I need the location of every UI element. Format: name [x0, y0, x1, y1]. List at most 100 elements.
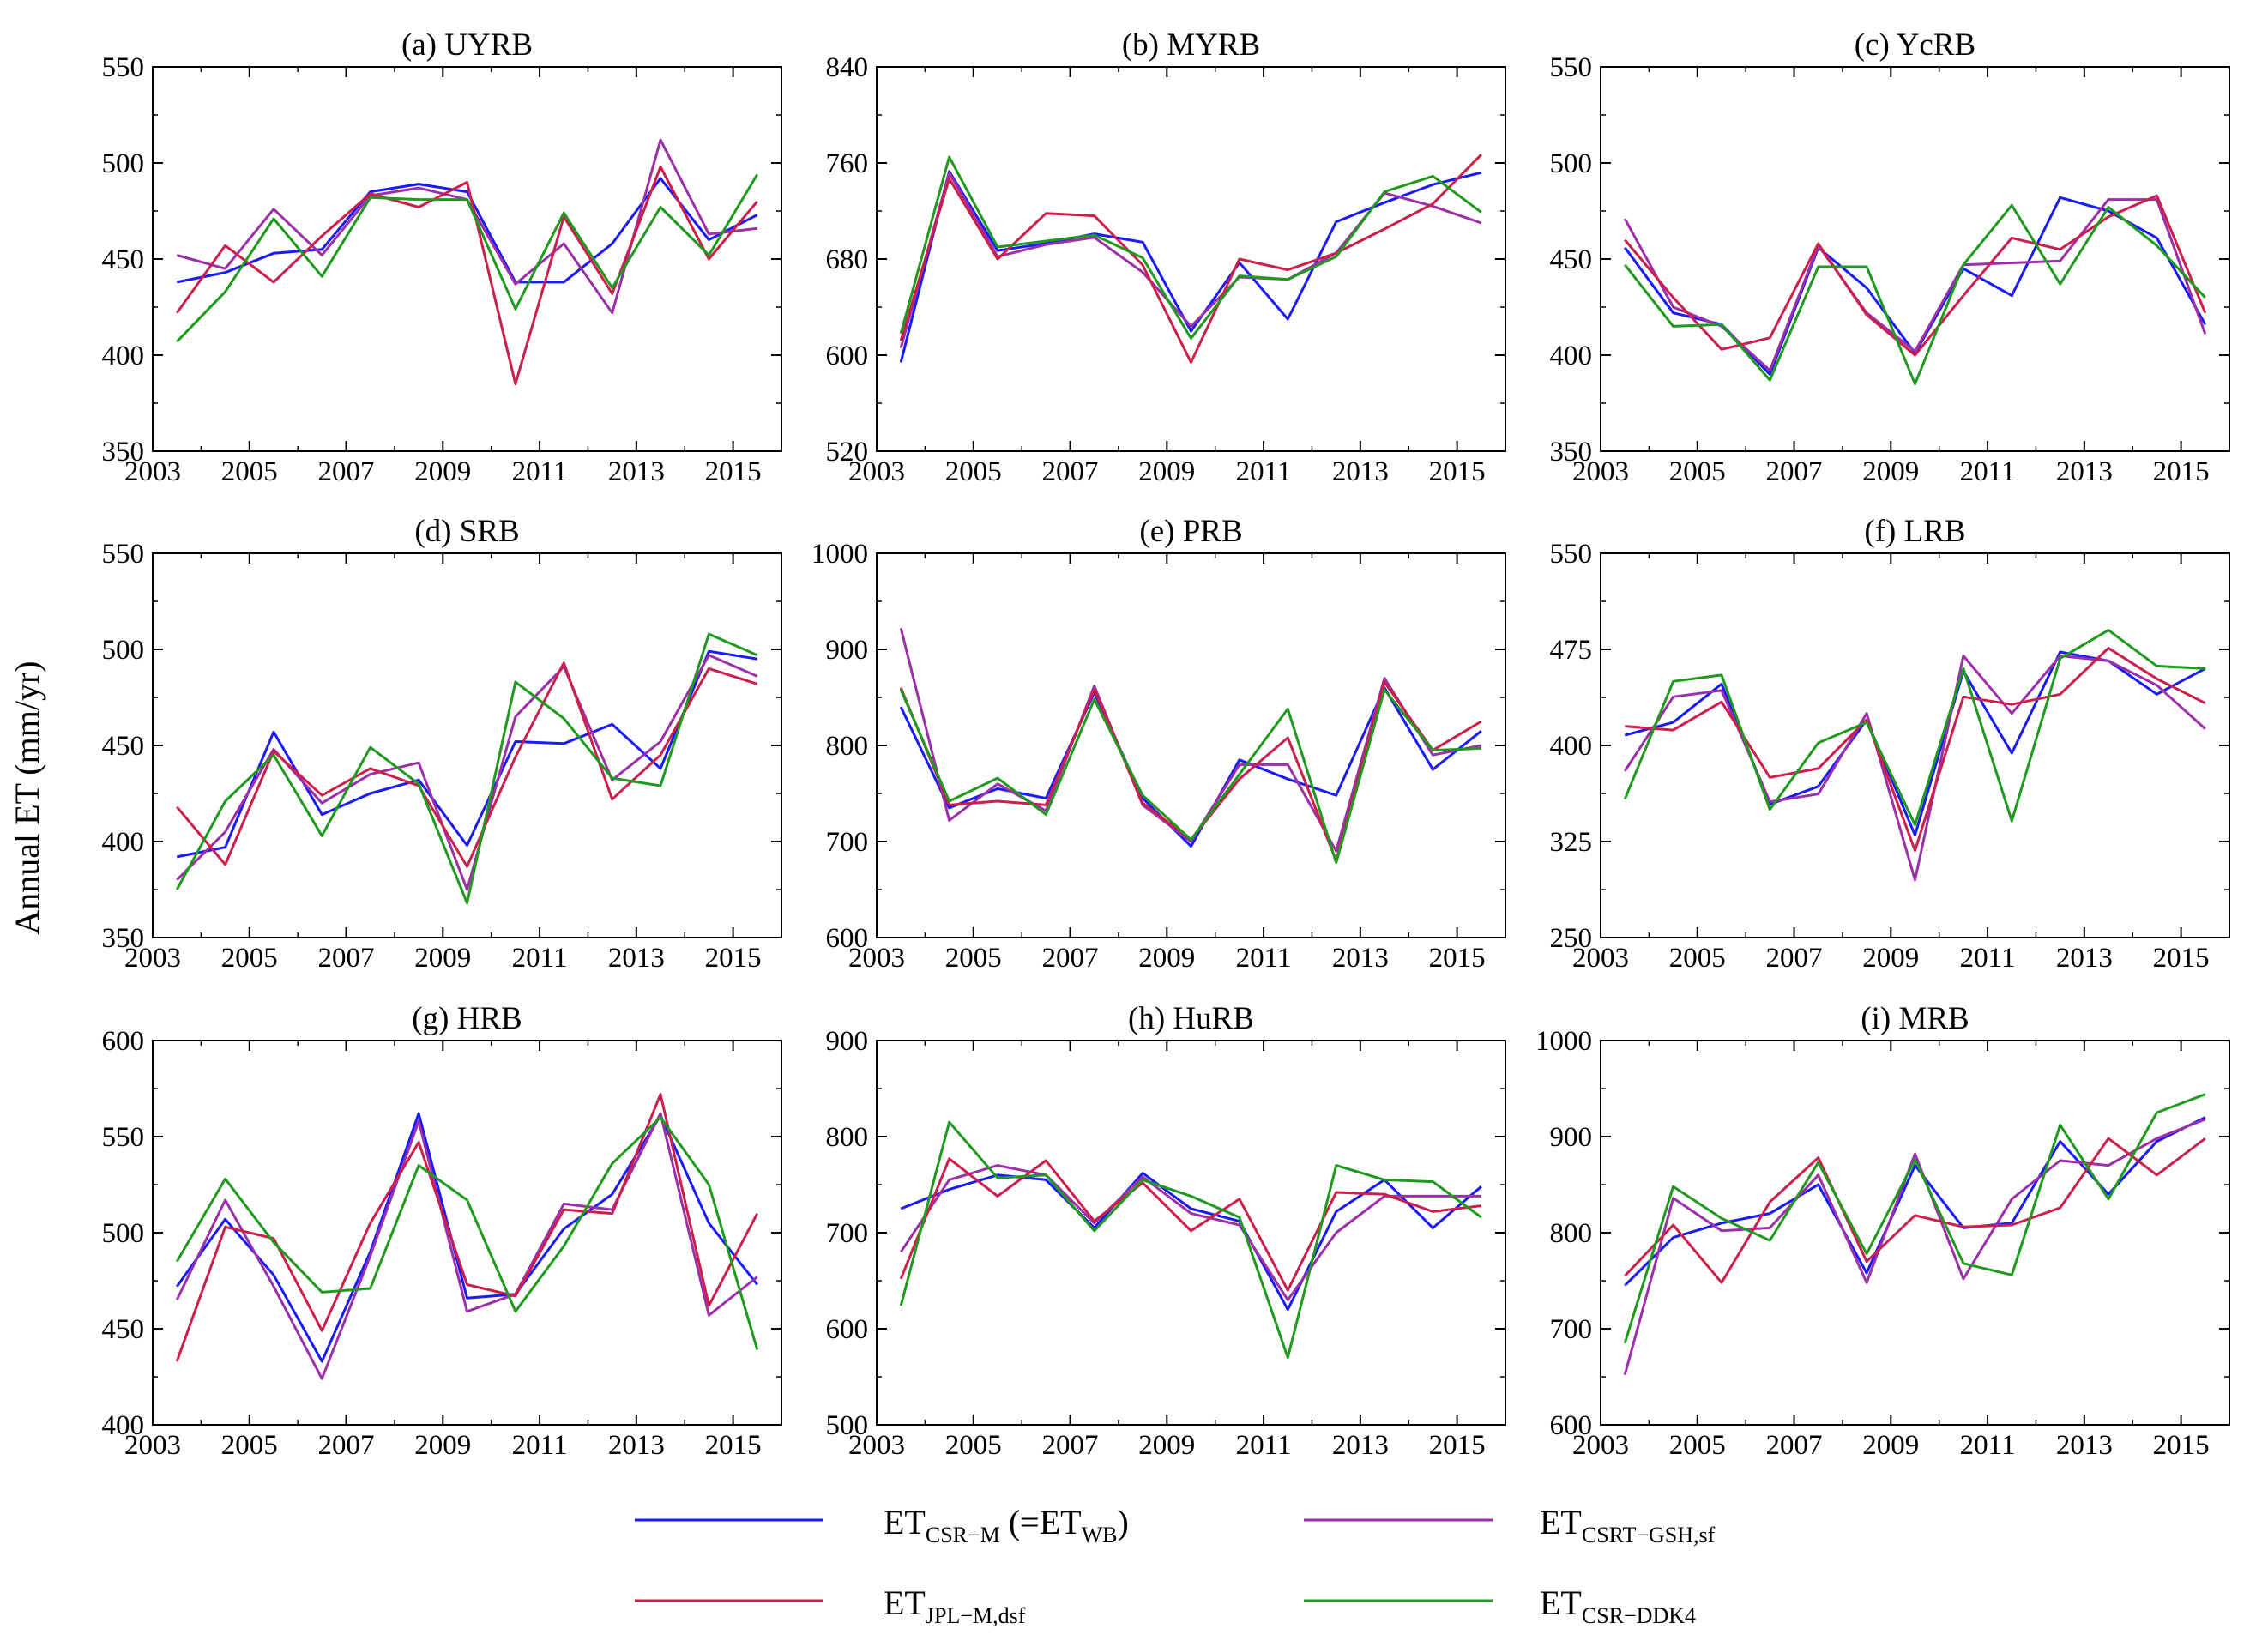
panel-f-lrb: (f) LRB 250 325 400 475 550 2003 2005 2007 2009 20… [1550, 514, 2230, 974]
y-tick-label: 900 [826, 635, 869, 666]
series-line-csr_m-e-prb [899, 686, 1482, 848]
series-line-ddk4-d-srb [175, 632, 758, 905]
y-tick-label: 600 [1550, 1410, 1593, 1441]
series-line-ddk4-g-hrb [175, 1116, 759, 1351]
y-tick-label: 800 [1550, 1218, 1593, 1249]
panel-e-prb: (e) PRB 600 700 800 900 1000 2003 2005 2007 2009 2… [811, 514, 1506, 974]
x-tick-label: 2007 [1042, 456, 1099, 487]
series-line-jpl-g-hrb [175, 1093, 759, 1362]
x-tick-label: 2007 [1766, 943, 1823, 974]
panel-g-hrb: (g) HRB 400 450 500 550 600 2003 2005 2007 2009 20… [102, 1001, 782, 1461]
panel-i-mrb: (i) MRB 600 700 800 900 1000 2003 2005 2007 2009 2… [1535, 1001, 2230, 1461]
y-tick-label: 760 [826, 148, 869, 179]
y-tick-label: 450 [102, 244, 145, 275]
x-tick-label: 2009 [414, 943, 471, 974]
y-tick-label: 500 [102, 1218, 145, 1249]
legend: ETCSR−M (=ETWB) ETCSRT−GSH,sf ETJPL−M,dsf E… [635, 1503, 1716, 1628]
x-tick-label: 2015 [2153, 1430, 2210, 1461]
x-tick-label: 2013 [1332, 1430, 1389, 1461]
y-tick-label: 800 [826, 731, 869, 762]
series-line-jpl-i-mrb [1624, 1137, 2206, 1284]
x-tick-label: 2003 [848, 943, 905, 974]
y-tick-label: 900 [826, 1026, 869, 1057]
series-line-csr_m-d-srb [176, 649, 758, 859]
x-tick-label: 2013 [1332, 456, 1389, 487]
series-line-csrt-i-mrb [1623, 1118, 2206, 1376]
y-tick-label: 840 [826, 52, 869, 83]
y-tick-label: 475 [1550, 635, 1593, 666]
y-tick-label: 550 [1550, 52, 1593, 83]
y-axis-label: Annual ET (mm/yr) [8, 661, 46, 934]
panel-a-uyrb: (a) UYRB 350 400 450 500 550 2003 2005 2007 2009 2… [102, 27, 782, 487]
y-tick-label: 550 [102, 539, 145, 570]
series-line-jpl-e-prb [899, 680, 1482, 862]
x-tick-label: 2005 [221, 456, 278, 487]
x-tick-label: 2013 [2056, 943, 2113, 974]
series-line-csrt-f-lrb [1623, 655, 2206, 882]
x-tick-label: 2015 [1429, 1430, 1486, 1461]
x-tick-label: 2003 [1572, 456, 1629, 487]
series-line-csrt-h-hurb [899, 1164, 1481, 1301]
series-line-csr_m-b-myrb [899, 170, 1482, 363]
y-tick-label: 700 [826, 827, 869, 858]
x-tick-label: 2009 [1862, 456, 1919, 487]
panel-b-myrb: (b) MYRB 520 600 680 760 840 2003 2005 2007 2009 2… [826, 27, 1506, 487]
y-tick-label: 250 [1550, 923, 1593, 954]
x-tick-label: 2015 [705, 943, 762, 974]
x-tick-label: 2015 [705, 456, 762, 487]
legend-label-ddk4: ETCSR−DDK4 [1540, 1584, 1696, 1628]
y-tick-label: 600 [826, 923, 869, 954]
series-line-csr_m-c-ycrb [1623, 196, 2207, 376]
plot-frame-e-prb [876, 552, 1506, 938]
series-line-csrt-e-prb [899, 628, 1482, 853]
panel-title-d-srb: (d) SRB [414, 514, 519, 549]
x-tick-label: 2007 [1042, 943, 1099, 974]
panel-h-hurb: (h) HuRB 500 600 700 800 900 2003 2005 2007 2009 2… [826, 1001, 1506, 1461]
series-line-jpl-c-ycrb [1624, 194, 2207, 357]
x-tick-label: 2003 [848, 1430, 905, 1461]
series-line-csrt-c-ycrb [1623, 198, 2207, 372]
x-tick-label: 2015 [2153, 456, 2210, 487]
y-tick-label: 700 [826, 1218, 869, 1249]
panel-title-b-myrb: (b) MYRB [1122, 27, 1260, 63]
y-tick-label: 450 [102, 1314, 145, 1345]
series-line-csr_m-h-hurb [900, 1172, 1482, 1312]
panel-title-h-hurb: (h) HuRB [1128, 1001, 1254, 1036]
y-tick-label: 400 [102, 1410, 145, 1441]
x-tick-label: 2009 [1862, 943, 1919, 974]
x-tick-label: 2013 [608, 943, 665, 974]
x-tick-label: 2007 [1766, 1430, 1823, 1461]
y-tick-label: 500 [102, 148, 145, 179]
x-tick-label: 2005 [1669, 1430, 1726, 1461]
x-tick-label: 2015 [1429, 943, 1486, 974]
x-tick-label: 2005 [945, 456, 1002, 487]
y-tick-label: 350 [102, 923, 145, 954]
x-tick-label: 2007 [318, 1430, 375, 1461]
x-tick-label: 2007 [1766, 456, 1823, 487]
x-tick-label: 2005 [221, 1430, 278, 1461]
y-tick-label: 450 [1550, 244, 1593, 275]
panel-title-e-prb: (e) PRB [1139, 514, 1242, 549]
x-tick-label: 2007 [318, 456, 375, 487]
plot-frame-c-ycrb [1600, 66, 2230, 452]
legend-label-jpl: ETJPL−M,dsf [884, 1584, 1026, 1628]
series-line-csrt-a-uyrb [176, 138, 757, 315]
plot-frame-h-hurb [876, 1040, 1506, 1426]
x-tick-label: 2015 [2153, 943, 2210, 974]
panel-title-i-mrb: (i) MRB [1861, 1001, 1969, 1036]
y-tick-label: 450 [102, 731, 145, 762]
series-line-csr_m-f-lrb [1624, 650, 2206, 836]
y-tick-label: 520 [826, 437, 869, 468]
x-tick-label: 2015 [705, 1430, 762, 1461]
x-tick-label: 2015 [1429, 456, 1486, 487]
panel-title-f-lrb: (f) LRB [1864, 514, 1965, 549]
series-line-csrt-d-srb [176, 654, 758, 891]
x-tick-label: 2011 [1236, 943, 1292, 974]
series-line-ddk4-e-prb [899, 688, 1481, 865]
y-tick-label: 1000 [1535, 1026, 1592, 1057]
y-tick-label: 500 [1550, 148, 1593, 179]
x-tick-label: 2003 [848, 456, 905, 487]
y-tick-label: 325 [1550, 827, 1593, 858]
legend-entry-csr_m: ETCSR−M (=ETWB) [635, 1503, 1129, 1547]
series-line-ddk4-h-hurb [899, 1120, 1482, 1360]
